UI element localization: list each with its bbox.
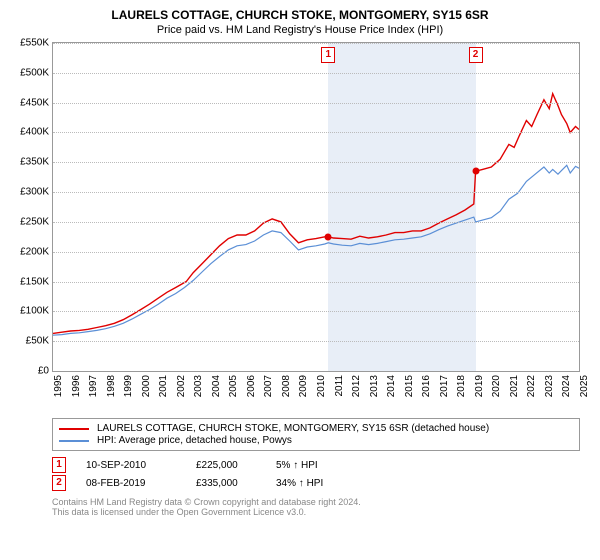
gridline [53, 103, 579, 104]
y-axis-label: £250K [20, 216, 49, 227]
x-axis-label: 2001 [158, 375, 169, 397]
chart-svg [53, 43, 579, 371]
chart-subtitle: Price paid vs. HM Land Registry's House … [10, 24, 590, 36]
x-axis-label: 1995 [53, 375, 64, 397]
y-axis-label: £450K [20, 97, 49, 108]
y-axis-label: £200K [20, 246, 49, 257]
price-paid-line [53, 94, 579, 334]
gridline [53, 73, 579, 74]
x-axis-label: 2022 [526, 375, 537, 397]
chart-area: £0£50K£100K£150K£200K£250K£300K£350K£400… [52, 42, 580, 412]
x-axis-label: 1996 [71, 375, 82, 397]
y-axis-label: £100K [20, 306, 49, 317]
y-axis-label: £50K [26, 336, 49, 347]
gridline [53, 132, 579, 133]
x-axis-label: 1997 [88, 375, 99, 397]
sale-price: £225,000 [196, 460, 276, 471]
sale-price: £335,000 [196, 478, 276, 489]
footer-line: This data is licensed under the Open Gov… [52, 507, 580, 517]
hpi-line [53, 165, 579, 335]
x-axis-label: 1998 [106, 375, 117, 397]
chart-title: LAURELS COTTAGE, CHURCH STOKE, MONTGOMER… [10, 8, 590, 22]
x-axis-label: 2019 [474, 375, 485, 397]
x-axis-label: 2018 [456, 375, 467, 397]
legend-label-price: LAURELS COTTAGE, CHURCH STOKE, MONTGOMER… [97, 423, 489, 434]
footer-line: Contains HM Land Registry data © Crown c… [52, 497, 580, 507]
x-axis-label: 2005 [228, 375, 239, 397]
gridline [53, 341, 579, 342]
sale-marker: 2 [469, 47, 483, 63]
y-axis-label: £0 [38, 366, 49, 377]
x-axis-label: 2006 [246, 375, 257, 397]
y-axis-label: £400K [20, 127, 49, 138]
gridline [53, 282, 579, 283]
sale-hpi: 5% ↑ HPI [276, 460, 376, 471]
x-axis-label: 2013 [369, 375, 380, 397]
x-axis-label: 2023 [544, 375, 555, 397]
sale-hpi: 34% ↑ HPI [276, 478, 376, 489]
legend-box: LAURELS COTTAGE, CHURCH STOKE, MONTGOMER… [52, 418, 580, 451]
x-axis-label: 2015 [404, 375, 415, 397]
sale-index: 1 [52, 457, 66, 473]
sale-date: 10-SEP-2010 [86, 460, 196, 471]
sale-dot [472, 168, 479, 175]
x-axis-label: 2016 [421, 375, 432, 397]
legend-label-hpi: HPI: Average price, detached house, Powy… [97, 435, 292, 446]
x-axis-label: 2012 [351, 375, 362, 397]
y-axis-label: £150K [20, 276, 49, 287]
gridline [53, 311, 579, 312]
legend-swatch-price [59, 428, 89, 430]
plot-area: £0£50K£100K£150K£200K£250K£300K£350K£400… [52, 42, 580, 372]
x-axis-label: 2003 [193, 375, 204, 397]
x-axis-label: 2007 [263, 375, 274, 397]
x-axis-label: 2011 [334, 375, 345, 397]
x-axis-label: 2021 [509, 375, 520, 397]
x-axis-label: 1999 [123, 375, 134, 397]
x-axis-label: 2009 [298, 375, 309, 397]
y-axis-label: £350K [20, 157, 49, 168]
x-axis-label: 2004 [211, 375, 222, 397]
sale-dot [325, 233, 332, 240]
gridline [53, 192, 579, 193]
x-axis-label: 2020 [491, 375, 502, 397]
sale-row: 2 08-FEB-2019£335,00034% ↑ HPI [52, 475, 580, 491]
gridline [53, 43, 579, 44]
y-axis-label: £550K [20, 38, 49, 49]
legend-swatch-hpi [59, 440, 89, 442]
y-axis-label: £500K [20, 67, 49, 78]
x-axis-label: 2014 [386, 375, 397, 397]
sale-row: 1 10-SEP-2010£225,0005% ↑ HPI [52, 457, 580, 473]
footer-text: Contains HM Land Registry data © Crown c… [52, 497, 580, 517]
x-axis-label: 2017 [439, 375, 450, 397]
legend-row: LAURELS COTTAGE, CHURCH STOKE, MONTGOMER… [59, 423, 573, 434]
x-axis-label: 2002 [176, 375, 187, 397]
x-axis-label: 2024 [561, 375, 572, 397]
x-axis-label: 2008 [281, 375, 292, 397]
sale-index: 2 [52, 475, 66, 491]
x-axis-label: 2000 [141, 375, 152, 397]
x-axis-label: 2025 [579, 375, 590, 397]
legend-row: HPI: Average price, detached house, Powy… [59, 435, 573, 446]
sale-marker: 1 [321, 47, 335, 63]
sale-date: 08-FEB-2019 [86, 478, 196, 489]
gridline [53, 222, 579, 223]
gridline [53, 252, 579, 253]
x-axis-label: 2010 [316, 375, 327, 397]
y-axis-label: £300K [20, 187, 49, 198]
gridline [53, 162, 579, 163]
sales-table: 1 10-SEP-2010£225,0005% ↑ HPI 2 08-FEB-2019… [52, 457, 580, 491]
